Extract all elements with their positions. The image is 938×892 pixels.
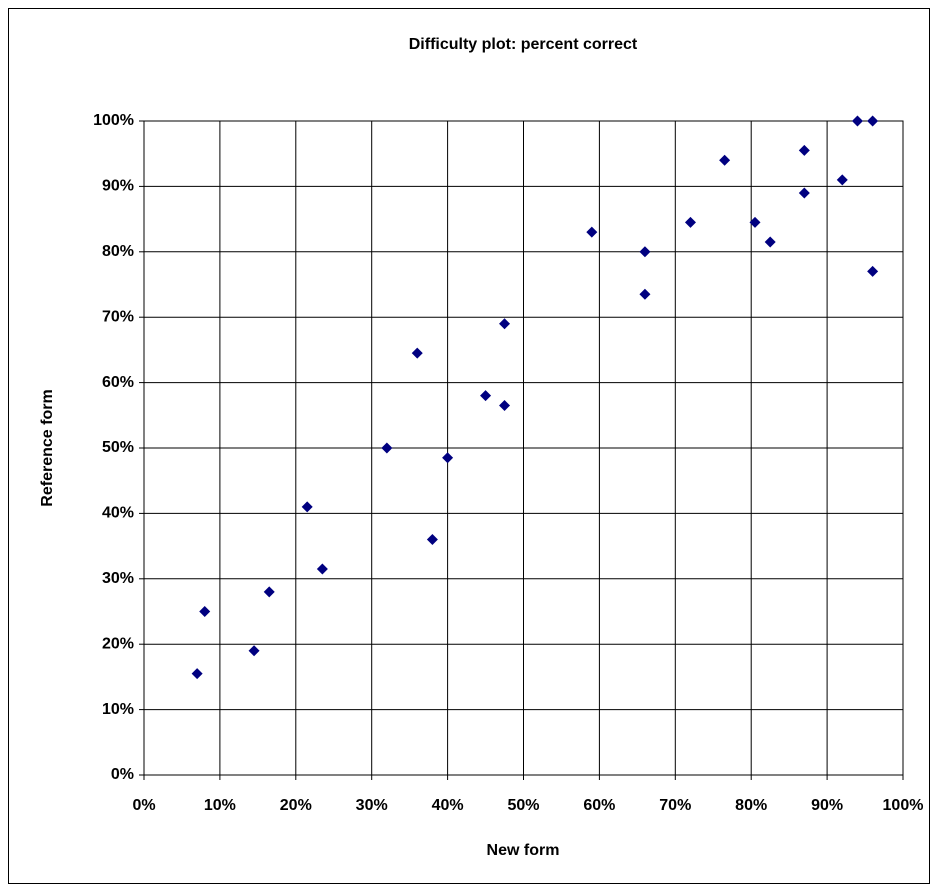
point — [798, 144, 810, 156]
chart-title: Difficulty plot: percent correct — [409, 36, 638, 53]
point — [836, 174, 848, 186]
y-tick-label: 10% — [102, 701, 134, 718]
point — [639, 288, 651, 300]
point — [442, 452, 454, 464]
point — [851, 115, 863, 127]
y-tick-label: 60% — [102, 374, 134, 391]
point — [199, 606, 211, 617]
x-tick-label: 0% — [132, 797, 155, 814]
point — [191, 668, 203, 680]
y-tick-label: 70% — [102, 308, 134, 325]
y-tick-label: 90% — [102, 178, 134, 195]
y-tick-label: 80% — [102, 243, 134, 260]
x-tick-label: 30% — [356, 797, 388, 814]
point — [263, 586, 275, 598]
point — [499, 399, 511, 411]
y-axis-label: Reference form — [39, 389, 56, 506]
x-tick-label: 100% — [883, 797, 924, 814]
point — [798, 187, 810, 199]
y-tick-label: 100% — [93, 112, 134, 129]
x-tick-label: 70% — [659, 797, 691, 814]
point — [411, 347, 423, 359]
point — [248, 645, 260, 657]
x-tick-label: 10% — [204, 797, 236, 814]
point — [867, 265, 879, 277]
x-axis-label: New form — [487, 842, 560, 859]
y-tick-label: 50% — [102, 439, 134, 456]
point — [381, 442, 393, 454]
x-tick-label: 80% — [735, 797, 767, 814]
x-tick-label: 60% — [583, 797, 615, 814]
y-tick-label: 40% — [102, 505, 134, 522]
point — [499, 318, 511, 330]
point — [426, 534, 438, 546]
point — [867, 115, 879, 127]
point — [749, 216, 761, 228]
y-tick-label: 20% — [102, 635, 134, 652]
point — [316, 563, 328, 575]
point — [719, 154, 731, 166]
point — [586, 226, 598, 238]
x-tick-label: 90% — [811, 797, 843, 814]
point — [684, 216, 696, 228]
y-tick-label: 0% — [111, 766, 134, 783]
x-tick-label: 50% — [507, 797, 539, 814]
point — [639, 246, 651, 258]
y-tick-label: 30% — [102, 570, 134, 587]
point — [301, 501, 313, 513]
point — [764, 236, 776, 248]
x-tick-label: 20% — [280, 797, 312, 814]
point — [480, 390, 492, 402]
x-tick-label: 40% — [432, 797, 464, 814]
